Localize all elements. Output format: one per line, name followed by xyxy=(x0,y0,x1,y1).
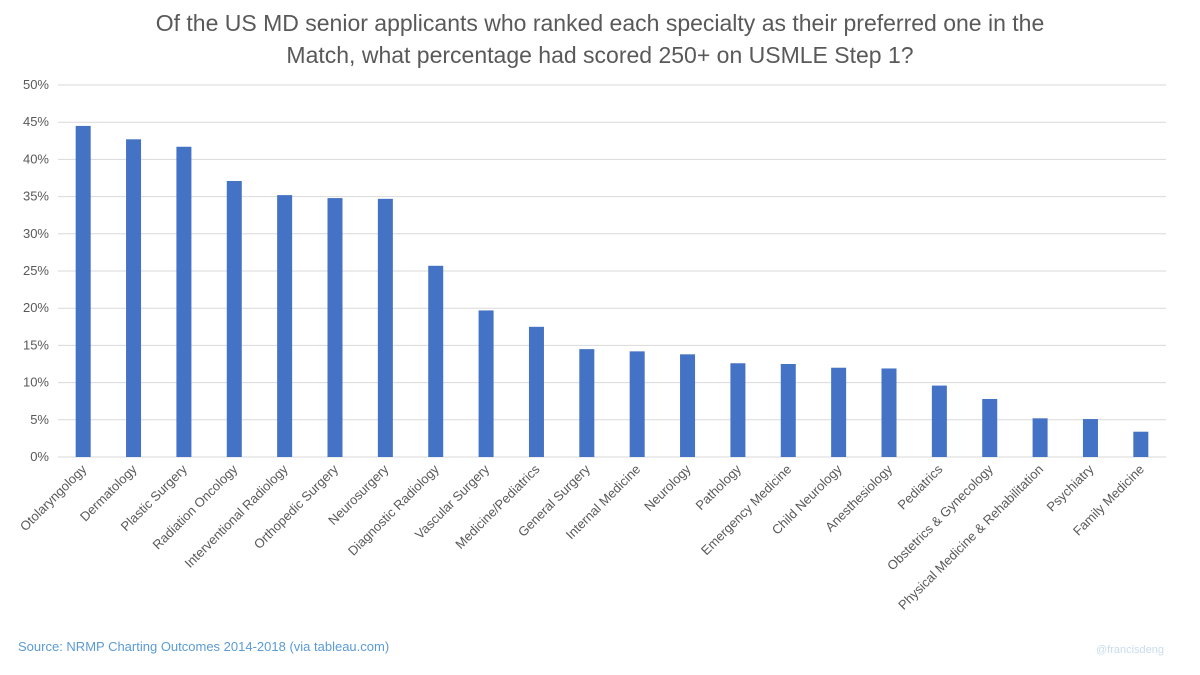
y-tick-label: 15% xyxy=(23,337,49,352)
y-tick-label: 0% xyxy=(30,449,49,464)
bar xyxy=(831,367,847,457)
bar xyxy=(982,398,998,457)
y-tick-label: 20% xyxy=(23,300,49,315)
y-tick-label: 45% xyxy=(23,114,49,129)
x-tick-label: Orthopedic Surgery xyxy=(251,461,342,552)
y-tick-label: 35% xyxy=(23,189,49,204)
y-axis-tick-labels: 0% 5% 10% 15% 20% 25% 30% 35% 40% 45% 50% xyxy=(23,77,49,464)
bar xyxy=(126,139,142,457)
x-tick-label: Psychiatry xyxy=(1044,461,1097,514)
bar xyxy=(428,265,444,457)
y-tick-label: 30% xyxy=(23,226,49,241)
bar xyxy=(327,198,343,457)
x-tick-label: Emergency Medicine xyxy=(698,462,794,558)
y-tick-label: 50% xyxy=(23,77,49,92)
watermark: @francisdeng xyxy=(1095,644,1164,656)
y-tick-label: 5% xyxy=(30,412,49,427)
bar xyxy=(75,125,91,458)
bar xyxy=(226,180,242,457)
bar xyxy=(528,326,544,457)
chart-title-line-2: Match, what percentage had scored 250+ o… xyxy=(286,42,914,68)
x-tick-label: Pathology xyxy=(693,461,745,513)
bar xyxy=(1133,431,1149,457)
chart-title-line-1: Of the US MD senior applicants who ranke… xyxy=(155,10,1045,36)
bar xyxy=(931,385,947,457)
x-tick-label: Interventional Radiology xyxy=(182,461,292,571)
bar xyxy=(579,349,595,457)
bar xyxy=(730,363,746,457)
bar xyxy=(629,351,645,457)
source-note: Source: NRMP Charting Outcomes 2014-2018… xyxy=(18,639,390,654)
bar xyxy=(680,354,696,457)
bar xyxy=(780,364,796,457)
x-tick-label: Radiation Oncology xyxy=(150,461,241,552)
bar xyxy=(176,146,192,457)
bar xyxy=(1082,419,1098,457)
bar xyxy=(1032,418,1048,457)
x-tick-label: Pediatrics xyxy=(895,461,946,512)
bars xyxy=(75,125,1149,458)
gridlines xyxy=(58,84,1166,458)
y-tick-label: 25% xyxy=(23,263,49,278)
bar xyxy=(478,310,494,457)
x-tick-label: Otolaryngology xyxy=(17,461,90,534)
y-tick-label: 10% xyxy=(23,375,49,390)
x-tick-label: Diagnostic Radiology xyxy=(345,461,442,558)
bar xyxy=(277,195,293,457)
bar xyxy=(377,198,393,457)
x-tick-label: Neurology xyxy=(641,461,694,514)
bar xyxy=(881,368,897,457)
y-tick-label: 40% xyxy=(23,151,49,166)
x-tick-label: Medicine/Pediatrics xyxy=(452,461,543,552)
